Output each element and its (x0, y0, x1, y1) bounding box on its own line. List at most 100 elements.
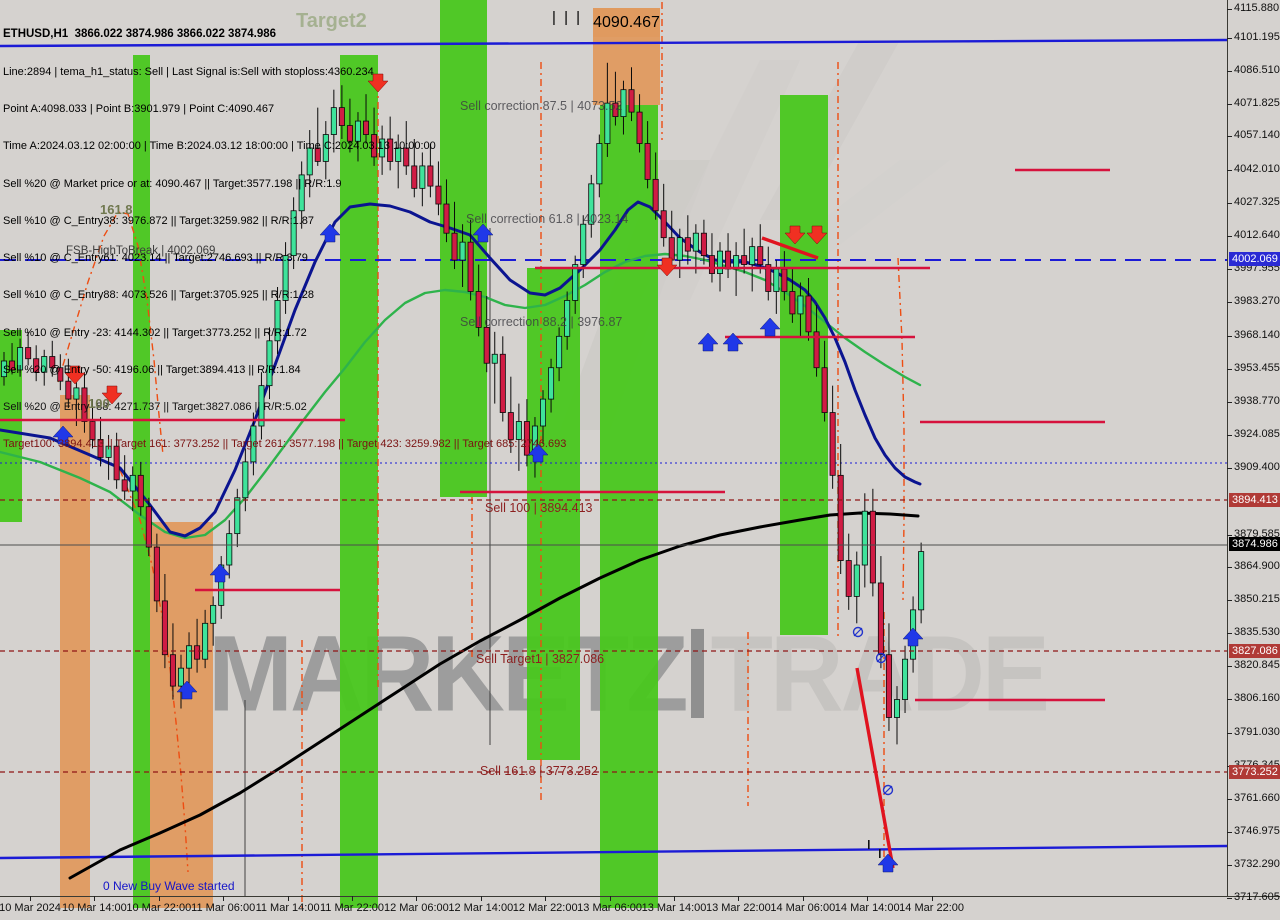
price-axis-tick (1227, 368, 1232, 370)
slow-ma-black (68, 511, 920, 880)
time-axis-tick (352, 896, 353, 901)
exit-circle-icon (882, 784, 894, 796)
bull-candle (129, 474, 136, 492)
bull-candle (234, 497, 241, 535)
time-axis-label: 11 Mar 22:00 (319, 902, 385, 914)
bull-candle (306, 147, 313, 176)
bear-candle (435, 185, 442, 205)
bull-candle (258, 385, 265, 427)
price-axis-tick (1227, 467, 1232, 469)
price-axis-tick (1227, 302, 1232, 304)
price-axis-label: 4101.195 (1234, 30, 1280, 43)
bull-candle (749, 246, 756, 265)
bear-candle (81, 387, 88, 422)
time-axis-tick (674, 896, 675, 901)
bear-candle (781, 268, 788, 292)
bear-candle (869, 510, 876, 584)
price-axis-label: 3909.400 (1234, 460, 1280, 473)
price-axis-tick (1227, 666, 1232, 668)
bull-candle (902, 658, 909, 700)
red-trendline (855, 667, 895, 869)
time-axis[interactable]: 10 Mar 2024 10 Mar 14:00 10 Mar 22:00 11 Ma… (0, 896, 1280, 920)
bear-candle (765, 264, 772, 292)
price-axis-label: 3850.215 (1234, 593, 1280, 606)
bear-candle (121, 479, 128, 492)
bull-candle (620, 89, 627, 117)
bear-candle (660, 210, 667, 239)
buy-arrow-icon (759, 317, 781, 337)
bear-candle (97, 439, 104, 458)
bear-candle (612, 102, 619, 117)
bear-candle (523, 421, 530, 456)
bull-candle (556, 335, 563, 369)
bear-candle (628, 89, 635, 113)
bear-candle (427, 165, 434, 187)
time-axis-label: 10 Mar 14:00 (61, 902, 127, 914)
bear-candle (451, 232, 458, 261)
price-axis-label: 3835.530 (1234, 626, 1280, 639)
price-tag: 3894.413 (1229, 493, 1280, 508)
bear-candle (411, 165, 418, 189)
time-axis-label: 14 Mar 06:00 (770, 902, 836, 914)
time-axis-tick (223, 896, 225, 901)
bull-candle (419, 165, 426, 189)
bull-candle (250, 425, 257, 463)
bear-candle (467, 241, 474, 292)
red-trendline (761, 236, 819, 260)
time-axis-label: 12 Mar 06:00 (383, 902, 449, 914)
bull-candle (282, 255, 289, 301)
price-axis-tick (1227, 170, 1232, 172)
bear-candle (652, 178, 659, 212)
bear-candle (668, 237, 675, 261)
sell-arrow-icon (101, 385, 123, 405)
bear-candle (837, 474, 844, 561)
bear-candle (741, 255, 748, 265)
envelope-dashed-line (897, 257, 905, 601)
buy-arrow-icon (209, 563, 231, 583)
time-axis-label: 11 Mar 14:00 (255, 902, 320, 914)
bear-candle (387, 138, 394, 162)
price-mark-tick (868, 840, 870, 849)
bear-candle (113, 445, 120, 481)
time-axis-tick (609, 896, 611, 901)
bear-candle (684, 237, 691, 252)
price-axis-label: 4115.880 (1234, 2, 1280, 14)
price-axis[interactable]: 4115.880 4101.195 4086.510 4071.825 4057.140… (1227, 0, 1280, 903)
price-axis-tick (1227, 336, 1232, 337)
bear-candle (371, 134, 378, 158)
price-axis-label: 3924.085 (1234, 427, 1280, 440)
bull-candle (379, 138, 386, 158)
price-axis-tick (1227, 534, 1232, 536)
bull-candle (177, 667, 184, 687)
signal-price-box[interactable]: 4090.467 (593, 8, 660, 37)
bull-candle (861, 510, 868, 566)
time-axis-label: 13 Mar 14:00 (641, 902, 707, 914)
sell-arrow-icon (806, 225, 828, 245)
price-mark-tick (879, 849, 881, 858)
exit-circle-slash (876, 653, 886, 663)
buy-arrow-icon (472, 223, 494, 243)
bull-candle (354, 120, 361, 142)
bear-candle (805, 295, 812, 333)
bull-candle (0, 360, 7, 378)
price-axis-tick (1227, 103, 1232, 105)
bear-candle (700, 232, 707, 257)
bull-candle (459, 241, 466, 261)
blue-channel-line (0, 844, 1228, 860)
bear-candle (483, 326, 490, 364)
time-axis-label: 12 Mar 22:00 (512, 902, 578, 914)
bear-candle (821, 367, 828, 413)
time-axis-tick (287, 896, 289, 901)
bear-candle (813, 331, 820, 369)
bear-candle (33, 358, 40, 373)
bear-candle (363, 120, 370, 135)
bull-candle (105, 445, 112, 458)
bear-candle (346, 125, 353, 142)
bull-candle (676, 237, 683, 261)
bear-candle (708, 255, 715, 274)
price-axis-tick (1227, 136, 1232, 138)
time-axis-tick (738, 896, 740, 901)
bear-candle (65, 380, 72, 400)
price-axis-label: 4071.825 (1234, 96, 1280, 109)
